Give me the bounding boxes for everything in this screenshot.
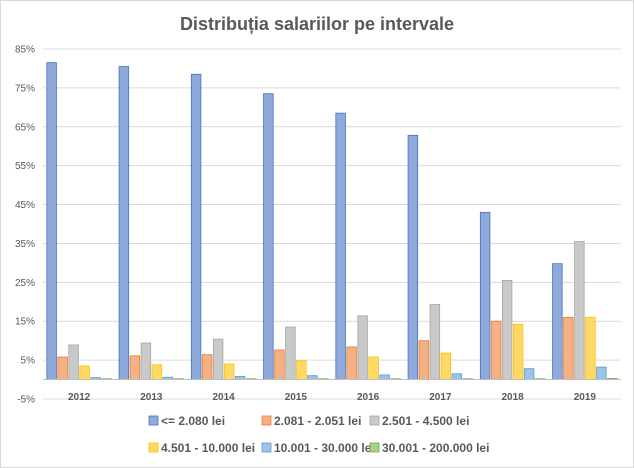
legend: <= 2.080 lei 2.081 - 2.051 lei 2.501 - 4.5…	[148, 414, 489, 455]
bar	[68, 344, 79, 380]
y-tick-label: 85%	[15, 45, 35, 56]
bar	[274, 349, 285, 380]
bar	[223, 363, 235, 380]
bar	[201, 354, 213, 380]
bar	[418, 340, 430, 380]
y-tick-label: 5%	[21, 356, 36, 367]
legend-swatch	[369, 442, 380, 453]
y-tick-label: 15%	[15, 317, 35, 328]
x-tick-label: 2015	[285, 392, 308, 403]
bar	[46, 62, 57, 380]
bar	[512, 323, 524, 380]
x-tick-label: 2019	[574, 392, 597, 403]
bar	[357, 315, 368, 380]
legend-label: 2.081 - 2.051 lei	[274, 414, 361, 428]
x-axis: 2012 2013 2014 2015 2016 2017 2018 2019	[68, 392, 596, 403]
y-tick-label: 35%	[15, 239, 35, 250]
gridlines	[43, 48, 621, 400]
y-axis: -5% 5% 15% 25% 35% 45% 55% 65% 75% 85%	[15, 45, 621, 406]
bar	[379, 374, 390, 380]
x-tick-label: 2017	[429, 392, 452, 403]
bar	[490, 320, 502, 380]
x-tick-label: 2013	[140, 392, 163, 403]
legend-label: 10.001 - 30.000 lei	[274, 441, 375, 455]
bar	[552, 263, 563, 380]
legend-label: 4.501 - 10.000 lei	[161, 441, 255, 455]
legend-swatch	[148, 442, 159, 453]
x-tick-label: 2016	[357, 392, 380, 403]
bar	[563, 316, 574, 380]
bar	[523, 368, 535, 380]
bar	[440, 352, 452, 380]
bar	[596, 366, 607, 380]
legend-label: <= 2.080 lei	[161, 414, 225, 428]
bar	[574, 241, 585, 380]
bar	[151, 364, 163, 380]
legend-swatch	[261, 442, 272, 453]
y-tick-label: -5%	[17, 395, 35, 406]
y-tick-label: 25%	[15, 278, 35, 289]
bar	[429, 304, 441, 380]
y-tick-label: 75%	[15, 83, 35, 94]
legend-swatch	[369, 415, 380, 426]
bar	[118, 66, 130, 380]
bars	[46, 62, 618, 380]
bar	[335, 112, 346, 380]
bar	[285, 326, 296, 380]
chart-title: Distribuția salariilor pe intervale	[180, 14, 454, 34]
bar	[129, 355, 141, 380]
bar	[307, 375, 318, 380]
y-tick-label: 65%	[15, 122, 35, 133]
bar	[296, 360, 307, 380]
bar	[368, 356, 379, 380]
bar	[451, 373, 463, 380]
x-tick-label: 2018	[502, 392, 525, 403]
bar	[57, 356, 68, 380]
legend-swatch	[148, 415, 159, 426]
legend-label: 2.501 - 4.500 lei	[382, 414, 469, 428]
legend-swatch	[261, 415, 272, 426]
bar	[190, 73, 202, 380]
legend-label: 30.001 - 200.000 lei	[382, 441, 489, 455]
bar	[407, 134, 419, 380]
bar	[346, 346, 357, 380]
x-tick-label: 2012	[68, 392, 91, 403]
y-tick-label: 45%	[15, 200, 35, 211]
bar	[263, 93, 274, 380]
bar	[585, 316, 596, 380]
bar	[479, 211, 491, 380]
x-tick-label: 2014	[213, 392, 236, 403]
bar	[212, 338, 224, 380]
bar	[140, 342, 152, 380]
bar	[501, 279, 513, 380]
y-tick-label: 55%	[15, 161, 35, 172]
bar	[79, 365, 90, 380]
